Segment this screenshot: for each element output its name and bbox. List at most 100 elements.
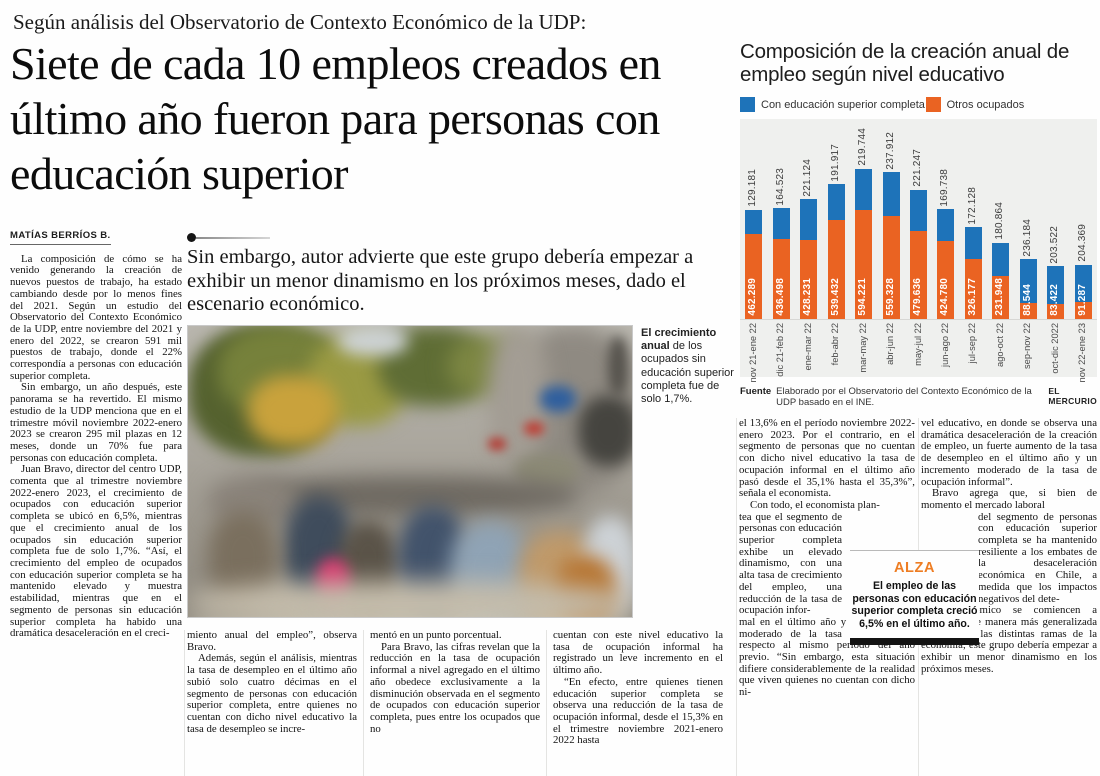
legend-label: Otros ocupados bbox=[946, 98, 1025, 111]
bar-value-label: 326.177 bbox=[966, 278, 978, 316]
bar-top-label: 172.128 bbox=[966, 186, 978, 225]
bar-orange bbox=[1074, 302, 1092, 319]
bar-blue bbox=[937, 209, 955, 241]
credit: EL MERCURIO bbox=[1048, 386, 1098, 406]
article-column-6: vel educativo, en donde se observa una d… bbox=[921, 417, 1097, 675]
bullet-icon bbox=[187, 233, 196, 242]
alza-highlight-box: ALZA El empleo de las personas con educa… bbox=[850, 550, 979, 646]
bar-top-label: 203.522 bbox=[1049, 225, 1061, 264]
alza-top-rule bbox=[850, 550, 979, 551]
bar-top-label: 191.917 bbox=[829, 143, 841, 182]
bar-value-label: 231.948 bbox=[994, 278, 1006, 316]
bar-value-label: 83.422 bbox=[1049, 284, 1061, 316]
article-column-4: cuentan con este nivel educativo la tasa… bbox=[553, 629, 723, 776]
alza-title: ALZA bbox=[893, 560, 936, 576]
xlab: dic 21-feb 22 bbox=[775, 323, 786, 377]
bar-orange bbox=[827, 219, 845, 319]
paragraph: rioro económico se comiencen a manifesta… bbox=[921, 604, 1097, 675]
bar-value-label: 559.328 bbox=[884, 278, 896, 316]
deck-subheadline: Sin embargo, autor advierte que este gru… bbox=[187, 246, 694, 316]
paragraph: cuentan con este nivel educativo la tasa… bbox=[553, 629, 723, 677]
bar-orange bbox=[937, 240, 955, 319]
paragraph: “En efecto, entre quienes tienen educaci… bbox=[553, 675, 723, 747]
bar-top-label: 129.181 bbox=[747, 169, 759, 208]
bottom-columns: miento anual del empleo”, observa Bravo.… bbox=[187, 629, 736, 776]
article-column-2: miento anual del empleo”, observa Bravo.… bbox=[187, 629, 364, 776]
bar-orange bbox=[1047, 303, 1065, 319]
right-columns: el 13,6% en el período noviembre 2022-en… bbox=[739, 417, 1097, 776]
bar-blue bbox=[1074, 264, 1092, 303]
bar-orange bbox=[992, 276, 1010, 319]
photo-blob bbox=[608, 336, 628, 396]
bar-value-label: 91.287 bbox=[1076, 284, 1088, 316]
bar-orange bbox=[964, 258, 982, 319]
bar-value-label: 88.544 bbox=[1021, 284, 1033, 316]
bar-top-label: 164.523 bbox=[774, 167, 786, 206]
bar-blue bbox=[855, 169, 873, 210]
bar-blue bbox=[745, 210, 763, 234]
page-title: Siete de cada 10 empleos creados en últi… bbox=[10, 38, 661, 199]
xlab: ago-oct 22 bbox=[994, 323, 1005, 367]
paragraph: miento anual del empleo”, observa Bravo. bbox=[187, 629, 357, 653]
photo-blob bbox=[488, 438, 506, 450]
xlab: may-jul 22 bbox=[912, 323, 923, 366]
chart-xlabels: nov 21-ene 22 dic 21-feb 22 ene-mar 22 feb-… bbox=[740, 320, 1097, 382]
article-photo bbox=[187, 325, 633, 618]
xlab: feb-abr 22 bbox=[830, 323, 841, 366]
paragraph: el 13,6% en el período noviembre 2022-en… bbox=[739, 417, 915, 500]
photo-caption-rest: de los ocupados sin educación superior c… bbox=[641, 340, 734, 406]
column-divider bbox=[736, 418, 737, 776]
article-column-1: MATÍAS BERRÍOS B. La composición de cómo… bbox=[10, 230, 182, 640]
bar-value-label: 594.221 bbox=[857, 278, 869, 316]
legend-swatch-orange bbox=[925, 97, 941, 112]
bar-blue bbox=[992, 242, 1010, 277]
bar-value-label: 539.432 bbox=[829, 278, 841, 316]
column-divider bbox=[184, 630, 185, 776]
legend-swatch-blue bbox=[740, 97, 755, 112]
bar-blue bbox=[772, 208, 790, 239]
paragraph: Para Bravo, las cifras revelan que la re… bbox=[370, 640, 540, 735]
xlab: abr-jun 22 bbox=[885, 323, 896, 365]
photo-caption: El crecimiento anual de los ocupados sin… bbox=[641, 327, 737, 406]
bar-orange bbox=[800, 240, 818, 319]
bar-top-label: 204.369 bbox=[1076, 223, 1088, 262]
bar-top-label: 219.744 bbox=[857, 128, 869, 166]
bar-orange bbox=[910, 230, 927, 319]
photo-blob bbox=[540, 386, 576, 412]
photo-blob bbox=[188, 581, 632, 617]
legend-item-otros: Otros ocupados bbox=[925, 97, 1097, 112]
alza-text: El empleo de las personas con educación … bbox=[851, 580, 978, 630]
bar-blue bbox=[964, 227, 982, 259]
legend-label: Con educación superior completa bbox=[761, 98, 925, 111]
paragraph: mal en el último año y un incremento mod… bbox=[739, 615, 915, 699]
bar-value-label: 436.498 bbox=[774, 278, 786, 316]
xlab: jun-ago 22 bbox=[939, 323, 950, 367]
bar-top-label: 180.864 bbox=[994, 202, 1006, 240]
xlab: oct-dic 2022 bbox=[1049, 323, 1060, 374]
paragraph: Con todo, el economista plan- bbox=[750, 498, 880, 511]
bar-value-label: 428.231 bbox=[802, 278, 814, 316]
bar-blue bbox=[910, 189, 927, 231]
bar-orange bbox=[745, 233, 763, 319]
chart-panel: 129.181 462.289 164.523 436.498 221.124 428.2… bbox=[740, 119, 1097, 382]
chart-legend: Con educación superior completa Otros oc… bbox=[740, 97, 1097, 112]
bar-orange bbox=[772, 238, 790, 319]
source-text: Elaborado por el Observatorio del Contex… bbox=[776, 386, 1032, 408]
narrow-text: del segmento de personas con educación s… bbox=[978, 510, 1097, 605]
xlab: jul-sep 22 bbox=[967, 323, 978, 364]
rule-line bbox=[196, 236, 270, 239]
chart-title: Composición de la creación anual de empl… bbox=[740, 40, 1070, 86]
bar-blue bbox=[1047, 266, 1065, 304]
photo-blob bbox=[188, 616, 632, 617]
bar-blue bbox=[882, 172, 900, 216]
bar-blue bbox=[800, 199, 818, 241]
bar-top-label: 236.184 bbox=[1021, 218, 1033, 257]
byline: MATÍAS BERRÍOS B. bbox=[10, 230, 111, 245]
paragraph: Sin embargo, un año después, este panora… bbox=[10, 381, 182, 464]
paragraph: Bravo agrega que, si bien de momento el … bbox=[921, 487, 1097, 511]
bar-top-label: 237.912 bbox=[884, 131, 896, 170]
bar-value-label: 479.636 bbox=[912, 278, 923, 316]
article-column-5: el 13,6% en el período noviembre 2022-en… bbox=[739, 417, 915, 699]
bar-orange bbox=[1019, 302, 1037, 319]
bar-orange bbox=[855, 209, 873, 319]
